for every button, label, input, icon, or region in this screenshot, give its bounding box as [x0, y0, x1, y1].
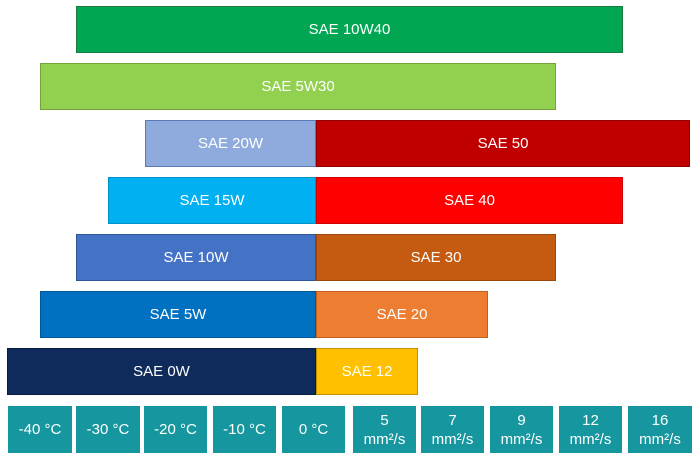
- bar-segment: SAE 50: [316, 120, 690, 167]
- bar-segment: SAE 40: [316, 177, 623, 224]
- x-axis-cell-label: -10 °C: [223, 421, 266, 438]
- x-axis-cell: -40 °C: [8, 406, 72, 453]
- x-axis-cell-label: -20 °C: [154, 421, 197, 438]
- x-axis-cell: -10 °C: [213, 406, 276, 453]
- bar-segment: SAE 20: [316, 291, 488, 338]
- x-axis-cell-label: mm²/s: [363, 430, 406, 448]
- bar-segment: SAE 15W: [108, 177, 316, 224]
- bar-segment: SAE 10W40: [76, 6, 623, 53]
- bar-segment: SAE 0W: [7, 348, 316, 395]
- bar-segment: SAE 12: [316, 348, 418, 395]
- bar-segment: SAE 5W30: [40, 63, 556, 110]
- x-axis-cell: 16 mm²/s: [628, 406, 692, 453]
- bar-segment: SAE 5W: [40, 291, 316, 338]
- x-axis-cell: 12 mm²/s: [559, 406, 622, 453]
- x-axis-cell-label: mm²/s: [431, 430, 474, 448]
- x-axis-cell: 0 °C: [282, 406, 345, 453]
- x-axis-cell: 7 mm²/s: [421, 406, 484, 453]
- x-axis-cell-label: mm²/s: [500, 430, 543, 448]
- x-axis-cell-label: -40 °C: [18, 421, 62, 438]
- x-axis-cell: 5 mm²/s: [353, 406, 416, 453]
- x-axis-cell-label: 7: [448, 411, 457, 429]
- bar-segment: SAE 20W: [145, 120, 316, 167]
- x-axis-cell-label: 0 °C: [298, 421, 329, 438]
- x-axis-cell-label: mm²/s: [639, 430, 681, 448]
- x-axis-cell: -20 °C: [144, 406, 207, 453]
- x-axis-cell: 9 mm²/s: [490, 406, 553, 453]
- x-axis-cell-label: 16: [651, 411, 669, 429]
- x-axis-cell-label: 5: [380, 411, 389, 429]
- bar-segment: SAE 10W: [76, 234, 316, 281]
- x-axis-cell-label: mm²/s: [569, 430, 612, 448]
- x-axis-cell: -30 °C: [76, 406, 140, 453]
- x-axis-cell-label: 12: [582, 411, 599, 429]
- bar-segment: SAE 30: [316, 234, 556, 281]
- x-axis-cell-label: -30 °C: [86, 421, 130, 438]
- x-axis-cell-label: 9: [517, 411, 526, 429]
